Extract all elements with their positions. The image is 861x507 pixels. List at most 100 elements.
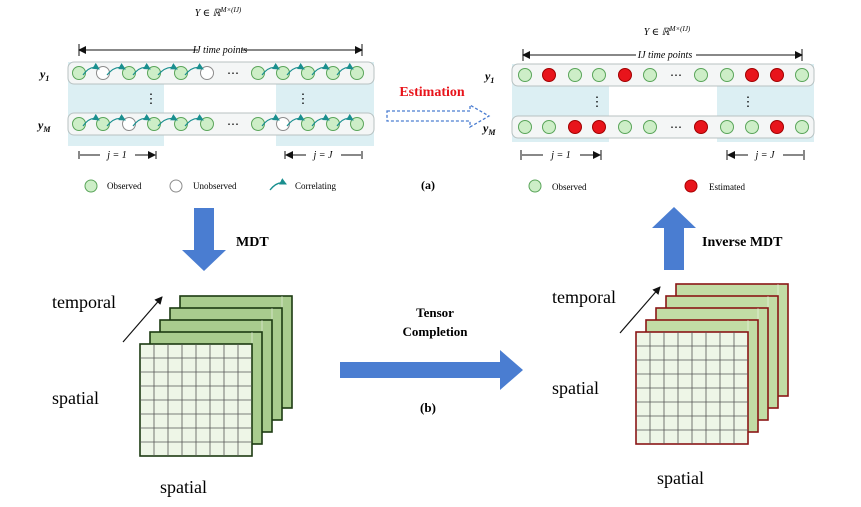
correlating-arrow: [311, 62, 330, 76]
inverse-mdt-arrow: Inverse MDT: [652, 207, 783, 270]
tensor-left: [139, 295, 293, 457]
matrix-label-left: Y ∈ ℝM×(IJ): [195, 6, 242, 19]
observed-circle: [350, 117, 364, 131]
vdots-left-a: ⋮: [145, 91, 158, 106]
observed-circle: [251, 66, 265, 80]
observed-circle: [276, 66, 290, 80]
observed-circle: [618, 120, 632, 134]
observed-circle: [251, 117, 265, 131]
observed-circle: [518, 120, 532, 134]
tensor-completion-label-1: Tensor: [416, 305, 454, 320]
vdots-right-a: ⋮: [591, 94, 604, 109]
correlating-arrow: [157, 114, 178, 127]
correlating-arrow: [286, 113, 305, 127]
observed-circle: [592, 68, 606, 82]
estimated-circle: [592, 120, 606, 134]
observed-circle: [72, 117, 86, 131]
tensor-completion-label-2: Completion: [403, 324, 469, 339]
temporal-arrow-right: [619, 286, 661, 334]
legend-estimated-icon: [684, 179, 698, 193]
legend-estimated-label: Estimated: [709, 182, 745, 192]
correlating-arrow: [132, 62, 151, 76]
estimation-arrow: Estimation: [386, 85, 491, 129]
row-top-track-right: [511, 63, 815, 87]
block-last-label-right: j = J: [754, 150, 776, 161]
correlating-arrow: [157, 63, 178, 76]
observed-circle: [301, 117, 315, 131]
correlating-arrow: [82, 62, 100, 76]
spatial-bottom-label-left: spatial: [160, 477, 207, 497]
correlating-arrow: [184, 114, 204, 127]
observed-circle: [326, 66, 340, 80]
estimated-circle: [745, 68, 759, 82]
spatial-bottom-label-right: spatial: [657, 468, 704, 488]
block-last-label-left: j = J: [312, 150, 334, 161]
legend-correlating-icon: [269, 178, 287, 191]
hdots-bottom-right: ⋯: [670, 120, 682, 134]
circles-row-bottom-left: [72, 117, 364, 131]
temporal-label-right: temporal: [552, 287, 616, 307]
inverse-mdt-label: Inverse MDT: [702, 235, 783, 250]
panel-label-b: (b): [420, 400, 436, 415]
block-first-label-right: j = 1: [549, 150, 571, 161]
block-first-label-left: j = 1: [105, 150, 127, 161]
unobserved-circle: [200, 66, 214, 80]
legend-observed-label-right: Observed: [552, 182, 587, 192]
estimated-circle: [618, 68, 632, 82]
correlating-arrow: [261, 113, 280, 127]
legend-right: Observed Estimated: [528, 179, 745, 193]
span-label-bg: [198, 44, 242, 54]
up-arrow-icon: [652, 207, 696, 270]
legend-unobserved-icon: [169, 179, 183, 193]
right-arrow-icon: [340, 350, 523, 390]
estimated-circle: [542, 68, 556, 82]
temporal-label-left: temporal: [52, 292, 116, 312]
estimated-circle: [770, 120, 784, 134]
mdt-arrow: MDT: [182, 208, 269, 271]
span-label-left: IJ time points: [192, 45, 248, 56]
legend-unobserved-label: Unobserved: [193, 181, 237, 191]
observed-circle: [643, 68, 657, 82]
estimated-circle: [568, 120, 582, 134]
legend-observed-icon: [84, 179, 98, 193]
observed-circle: [72, 66, 86, 80]
observed-circle: [200, 117, 214, 131]
spatial-side-label-right: spatial: [552, 378, 599, 398]
estimated-circle: [770, 68, 784, 82]
estimation-label: Estimation: [399, 85, 465, 100]
vdots-right-b: ⋮: [742, 94, 755, 109]
matrix-label-right: Y ∈ ℝM×(IJ): [644, 25, 691, 38]
correlating-arrow: [311, 113, 330, 127]
observed-circle: [350, 66, 364, 80]
down-arrow-icon: [182, 208, 226, 271]
observed-circle: [643, 120, 657, 134]
mdt-label: MDT: [236, 235, 269, 250]
legend-correlating-label: Correlating: [295, 181, 336, 191]
correlating-arrow: [106, 63, 126, 76]
correlating-arrow: [261, 62, 280, 76]
row-bottom-track-right: [511, 115, 815, 139]
correlating-arrow: [184, 63, 204, 76]
observed-circle: [745, 120, 759, 134]
observed-circle: [795, 120, 809, 134]
observed-circle: [720, 120, 734, 134]
correlating-arrow: [336, 62, 354, 76]
hdots-top-right: ⋯: [670, 68, 682, 82]
spatial-side-label-left: spatial: [52, 388, 99, 408]
observed-circle: [122, 66, 136, 80]
correlating-arrow: [106, 114, 126, 127]
observed-circle: [518, 68, 532, 82]
span-label-bg-r: [636, 49, 696, 59]
circles-row-bottom-right: [518, 120, 809, 134]
span-label-right: IJ time points: [637, 50, 693, 61]
observed-circle: [542, 120, 556, 134]
legend-left: Observed Unobserved Correlating: [84, 178, 336, 193]
observed-circle: [694, 68, 708, 82]
hdots-top-left: ⋯: [227, 66, 239, 80]
vdots-left-b: ⋮: [297, 91, 310, 106]
row-label-y1-left: y1: [38, 67, 49, 83]
row-label-y1-right: y1: [483, 69, 494, 85]
legend-observed-label: Observed: [107, 181, 142, 191]
estimated-circle: [694, 120, 708, 134]
panel-label-a: (a): [421, 178, 435, 192]
